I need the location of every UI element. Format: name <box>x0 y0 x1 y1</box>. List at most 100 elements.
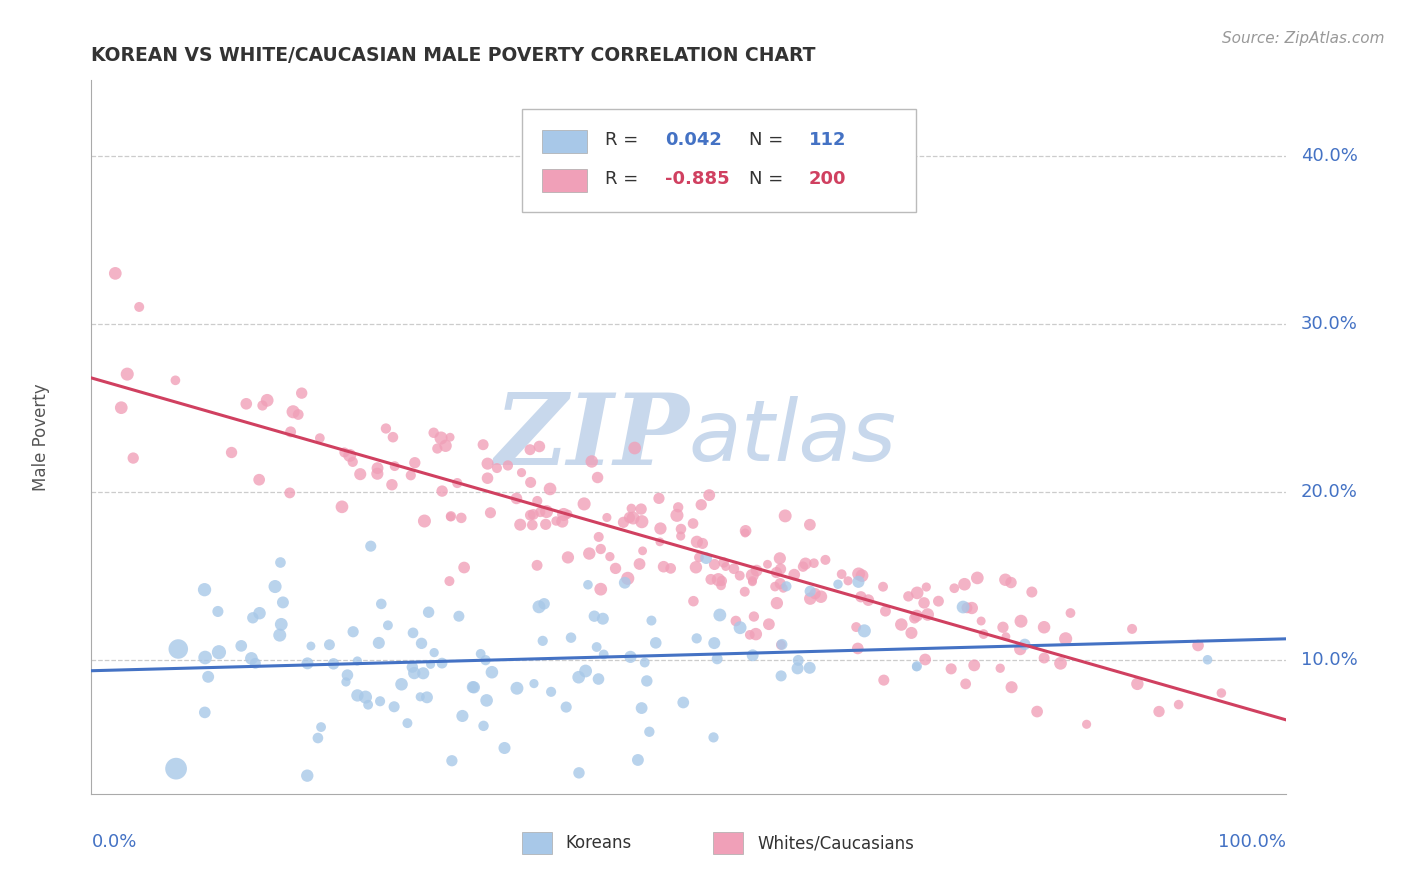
Point <box>724 614 747 628</box>
Point <box>297 769 319 783</box>
Point <box>810 590 832 604</box>
Point <box>269 628 291 642</box>
Point <box>672 696 695 710</box>
Point <box>357 698 380 712</box>
Point <box>666 500 689 515</box>
Point <box>669 522 692 536</box>
Point <box>804 587 827 601</box>
Text: 0.042: 0.042 <box>665 130 721 148</box>
Point <box>616 571 638 585</box>
Point <box>529 440 551 454</box>
Point <box>409 690 432 704</box>
Point <box>193 582 215 597</box>
Point <box>714 559 737 574</box>
Point <box>496 458 519 473</box>
Point <box>814 553 837 567</box>
Point <box>734 526 756 541</box>
Point <box>1059 606 1081 620</box>
Point <box>773 508 796 523</box>
Point <box>402 626 425 640</box>
Point <box>578 547 600 561</box>
Point <box>846 641 869 656</box>
Point <box>342 624 364 639</box>
Point <box>1010 614 1032 628</box>
Point <box>381 477 404 491</box>
Text: Koreans: Koreans <box>565 834 633 852</box>
Point <box>799 517 821 532</box>
Point <box>568 765 591 780</box>
Point <box>555 700 578 714</box>
Point <box>271 595 294 609</box>
Point <box>522 508 544 522</box>
Point <box>872 580 894 594</box>
Point <box>592 612 614 626</box>
Point <box>291 386 314 401</box>
Point <box>240 651 263 665</box>
Point <box>529 505 551 519</box>
Point <box>346 689 368 703</box>
Point <box>1126 677 1149 691</box>
Point <box>423 646 446 660</box>
Point <box>728 568 751 582</box>
Point <box>235 397 257 411</box>
Point <box>256 393 278 408</box>
Point <box>905 586 928 600</box>
Point <box>650 521 672 535</box>
Point <box>627 753 650 767</box>
Point <box>439 509 461 524</box>
Point <box>575 664 598 678</box>
Point <box>621 511 644 525</box>
Point <box>745 564 768 578</box>
Point <box>360 539 382 553</box>
Point <box>599 549 621 564</box>
Text: R =: R = <box>605 130 644 148</box>
Point <box>787 653 810 667</box>
Point <box>249 606 271 620</box>
Point <box>221 445 243 459</box>
Text: N =: N = <box>748 130 789 148</box>
Point <box>756 558 779 572</box>
Point <box>307 731 329 745</box>
Point <box>1187 639 1209 653</box>
Point <box>540 685 562 699</box>
Point <box>630 502 652 516</box>
Point <box>287 408 309 422</box>
Point <box>583 609 606 624</box>
Point <box>988 661 1011 675</box>
Point <box>917 607 939 622</box>
FancyBboxPatch shape <box>541 130 588 153</box>
Point <box>366 467 388 481</box>
Point <box>374 421 396 435</box>
Point <box>439 430 461 444</box>
Point <box>194 706 217 720</box>
Point <box>709 607 731 622</box>
Point <box>384 459 406 474</box>
Point <box>546 514 568 528</box>
Text: ZIP: ZIP <box>494 389 689 485</box>
Point <box>519 508 541 523</box>
Point <box>706 652 728 666</box>
Point <box>349 467 371 482</box>
Point <box>308 431 330 445</box>
Point <box>742 609 765 624</box>
Point <box>905 608 928 623</box>
Point <box>994 573 1017 587</box>
Point <box>960 601 983 615</box>
Point <box>915 580 938 594</box>
Point <box>419 657 441 672</box>
Point <box>167 642 190 657</box>
FancyBboxPatch shape <box>713 832 742 854</box>
Text: Whites/Caucasians: Whites/Caucasians <box>756 834 914 852</box>
Point <box>620 501 643 516</box>
Point <box>165 373 187 387</box>
Point <box>827 577 849 591</box>
Point <box>430 484 453 499</box>
Point <box>697 488 720 502</box>
Point <box>557 507 579 521</box>
Point <box>745 627 768 641</box>
Point <box>335 675 357 690</box>
Point <box>734 584 756 599</box>
Point <box>553 508 575 522</box>
Point <box>110 401 132 415</box>
Point <box>1014 637 1036 651</box>
